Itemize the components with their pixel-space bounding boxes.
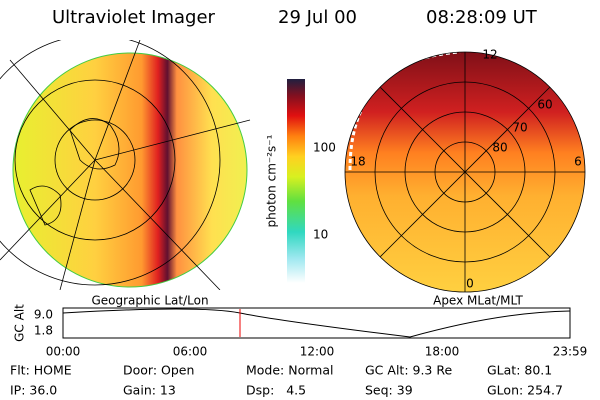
altitude-curve bbox=[62, 308, 571, 338]
grid-label: 60 bbox=[537, 98, 552, 112]
panel-label: Apex MLat/MLT bbox=[433, 294, 523, 308]
info-field: GLat: 80.1 bbox=[487, 363, 552, 378]
right-image bbox=[344, 50, 586, 293]
x-tick-label: 23:59 bbox=[553, 345, 588, 359]
panel-label: Geographic Lat/Lon bbox=[91, 294, 208, 308]
info-field: Flt: HOME bbox=[10, 363, 72, 378]
x-tick-label: 18:00 bbox=[425, 345, 460, 359]
info-field: Dsp: 4.5 bbox=[246, 383, 306, 398]
info-field: Gain: 13 bbox=[123, 383, 176, 398]
grid-label: 18 bbox=[350, 155, 365, 169]
x-tick-label: 12:00 bbox=[300, 345, 335, 359]
time: 08:28:09 UT bbox=[426, 7, 538, 28]
info-field: Mode: Normal bbox=[246, 363, 333, 378]
colorbar-tick: 10 bbox=[313, 228, 328, 242]
grid-label: 70 bbox=[512, 121, 527, 135]
y-tick-label: 1.8 bbox=[34, 324, 53, 338]
info-field: Door: Open bbox=[123, 363, 194, 378]
left-image bbox=[0, 40, 251, 290]
x-tick-label: 06:00 bbox=[173, 345, 208, 359]
colorbar-label: photon cm⁻²s⁻¹ bbox=[265, 134, 279, 227]
info-field: GC Alt: 9.3 Re bbox=[365, 363, 452, 378]
altitude-frame bbox=[62, 307, 571, 339]
axis-label: GC Alt bbox=[13, 304, 27, 342]
info-field: Seq: 39 bbox=[365, 383, 413, 398]
info-field: GLon: 254.7 bbox=[487, 383, 563, 398]
grid-label: 12 bbox=[482, 48, 497, 62]
title: Ultraviolet Imager bbox=[52, 7, 216, 28]
grid-label: 80 bbox=[492, 141, 507, 155]
grid-label: 0 bbox=[466, 277, 474, 291]
y-tick-label: 9.0 bbox=[34, 308, 53, 322]
colorbar bbox=[287, 79, 305, 283]
info-field: IP: 36.0 bbox=[10, 383, 57, 398]
x-tick-label: 00:00 bbox=[46, 345, 81, 359]
date: 29 Jul 00 bbox=[278, 7, 357, 28]
colorbar-tick: 100 bbox=[313, 141, 336, 155]
grid-label: 6 bbox=[574, 155, 582, 169]
